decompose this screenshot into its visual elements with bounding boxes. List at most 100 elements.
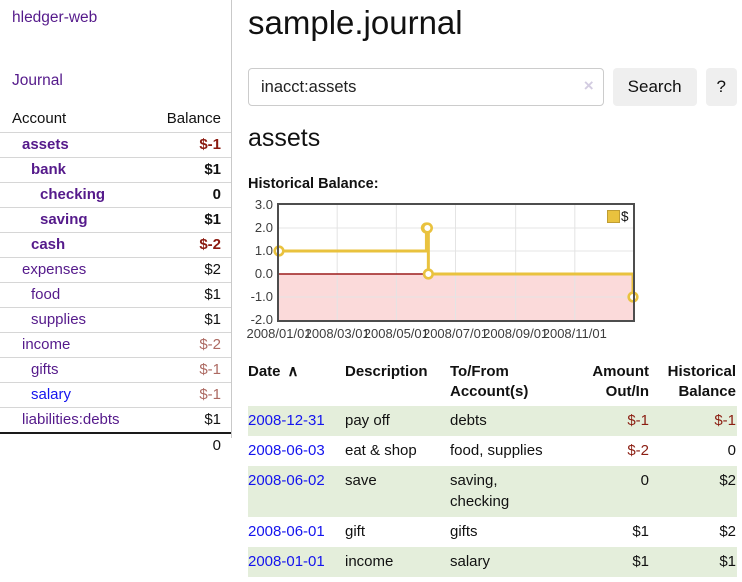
transaction-accounts: salary: [450, 553, 491, 570]
accounts-col-balance: Balance: [166, 110, 221, 127]
account-row: assets $-1: [0, 132, 231, 157]
column-header-balance: Historical Balance: [667, 363, 736, 400]
account-balance: $-1: [199, 386, 221, 403]
x-axis-tick-label: 2008/01/01: [246, 326, 312, 341]
transaction-amount: 0: [640, 472, 649, 489]
account-balance: $1: [204, 286, 221, 303]
accounts-total-row: 0: [0, 432, 231, 458]
account-row: gifts $-1: [0, 357, 231, 382]
account-row: checking 0: [0, 182, 231, 207]
account-row: cash $-2: [0, 232, 231, 257]
account-heading: assets: [248, 124, 321, 152]
transaction-date-link[interactable]: 2008-06-02: [248, 472, 325, 489]
search-input[interactable]: [248, 68, 604, 106]
account-link-salary[interactable]: salary: [31, 386, 72, 403]
y-axis-tick-label: 3.0: [254, 197, 273, 212]
historical-balance-chart: $ 3.0 2.0 1.0 0.0 -1.0 -2.0 2008/01/01 2008/03/…: [246, 197, 737, 346]
account-balance: $1: [204, 161, 221, 178]
date-header-label: Date: [248, 363, 281, 380]
account-row: bank $1: [0, 157, 231, 182]
register-row: 2008-12-31 pay off debts $-1 $-1: [248, 406, 737, 436]
column-header-amount: Amount Out/In: [592, 363, 649, 400]
transaction-date-link[interactable]: 2008-06-01: [248, 523, 325, 540]
account-balance: $-2: [199, 236, 221, 253]
transaction-balance: $-1: [714, 412, 736, 429]
help-button[interactable]: ?: [705, 68, 737, 106]
account-row: supplies $1: [0, 307, 231, 332]
account-row: food $1: [0, 282, 231, 307]
account-link-assets[interactable]: assets: [22, 136, 69, 153]
y-axis-tick-label: 1.0: [254, 243, 273, 258]
account-balance: $1: [204, 311, 221, 328]
account-link-saving[interactable]: saving: [40, 211, 88, 228]
sort-ascending-icon: ∧: [287, 363, 299, 380]
transaction-date-link[interactable]: 2008-12-31: [248, 412, 325, 429]
accounts-col-account: Account: [12, 110, 67, 127]
account-balance: $1: [204, 411, 221, 428]
accounts-tree: Account Balance assets $-1 bank $1 check…: [0, 107, 231, 458]
account-balance: 0: [212, 186, 221, 203]
sidebar-item-journal[interactable]: Journal: [12, 72, 63, 89]
account-link-expenses[interactable]: expenses: [22, 261, 87, 278]
column-header-description: Description: [345, 363, 428, 380]
search-form: × Search ?: [248, 68, 737, 106]
x-axis-tick-label: 2008/09/01: [483, 326, 549, 341]
transaction-amount: $-1: [627, 412, 649, 429]
register-row: 2008-06-01 gift gifts $1 $2: [248, 517, 737, 547]
account-link-cash[interactable]: cash: [31, 236, 66, 253]
transaction-balance: $2: [719, 523, 736, 540]
transaction-date-link[interactable]: 2008-06-03: [248, 442, 325, 459]
transaction-amount: $1: [632, 523, 649, 540]
transaction-balance: $2: [719, 472, 736, 489]
x-axis-tick-label: 2008/03/01: [304, 326, 370, 341]
transaction-accounts: gifts: [450, 523, 478, 540]
account-link-supplies[interactable]: supplies: [31, 311, 87, 328]
search-button[interactable]: Search: [612, 68, 697, 106]
app-brand-link[interactable]: hledger-web: [12, 9, 98, 26]
account-link-food[interactable]: food: [31, 286, 61, 303]
legend-label: $: [621, 209, 629, 224]
account-balance: $-2: [199, 336, 221, 353]
x-axis-tick-label: 2008/05/01: [363, 326, 429, 341]
register-row: 2008-06-03 eat & shop food, supplies $-2…: [248, 436, 737, 466]
register-header-row: Date ∧ Description To/From Account(s) Amo…: [248, 360, 737, 406]
legend-swatch-icon: [607, 210, 620, 223]
account-link-liabilities-debts[interactable]: liabilities:debts: [22, 411, 120, 428]
account-link-income[interactable]: income: [22, 336, 71, 353]
main-content: sample.journal × Search ? assets Histori…: [246, 0, 737, 577]
account-balance: $1: [204, 211, 221, 228]
account-balance: $-1: [199, 136, 221, 153]
account-row: saving $1: [0, 207, 231, 232]
balance-chart-plot: [273, 203, 639, 322]
register-row: 2008-01-01 income salary $1 $1: [248, 547, 737, 577]
x-axis-tick-label: 2008/07/01: [422, 326, 489, 341]
transaction-balance: 0: [727, 442, 736, 459]
transaction-amount: $-2: [627, 442, 649, 459]
register-row: 2008-06-02 save saving, checking 0 $2: [248, 466, 737, 517]
chart-legend: $: [607, 209, 629, 224]
clear-search-icon[interactable]: ×: [583, 76, 594, 95]
y-axis-tick-label: -1.0: [250, 289, 273, 304]
transaction-description: eat & shop: [345, 442, 417, 459]
account-link-gifts[interactable]: gifts: [31, 361, 59, 378]
register-table: Date ∧ Description To/From Account(s) Amo…: [248, 360, 737, 577]
account-link-checking[interactable]: checking: [40, 186, 106, 203]
x-axis-tick-label: 2008/11/01: [542, 326, 607, 341]
page-title: sample.journal: [248, 4, 463, 41]
sidebar: hledger-web Journal Account Balance asse…: [0, 0, 232, 454]
y-axis-tick-label: 0.0: [254, 266, 273, 281]
transaction-accounts: debts: [450, 412, 487, 429]
column-header-tofrom: To/From Account(s): [450, 363, 529, 400]
transaction-accounts: saving, checking: [450, 472, 510, 510]
transaction-description: pay off: [345, 412, 390, 429]
account-link-bank[interactable]: bank: [31, 161, 67, 178]
y-axis-tick-label: 2.0: [254, 220, 273, 235]
transaction-balance: $1: [719, 553, 736, 570]
account-row: liabilities:debts $1: [0, 407, 231, 432]
transaction-description: gift: [345, 523, 366, 540]
accounts-total-value: 0: [212, 437, 221, 454]
transaction-description: income: [345, 553, 394, 570]
column-header-date[interactable]: Date ∧: [248, 360, 345, 406]
account-row: expenses $2: [0, 257, 231, 282]
transaction-date-link[interactable]: 2008-01-01: [248, 553, 325, 570]
